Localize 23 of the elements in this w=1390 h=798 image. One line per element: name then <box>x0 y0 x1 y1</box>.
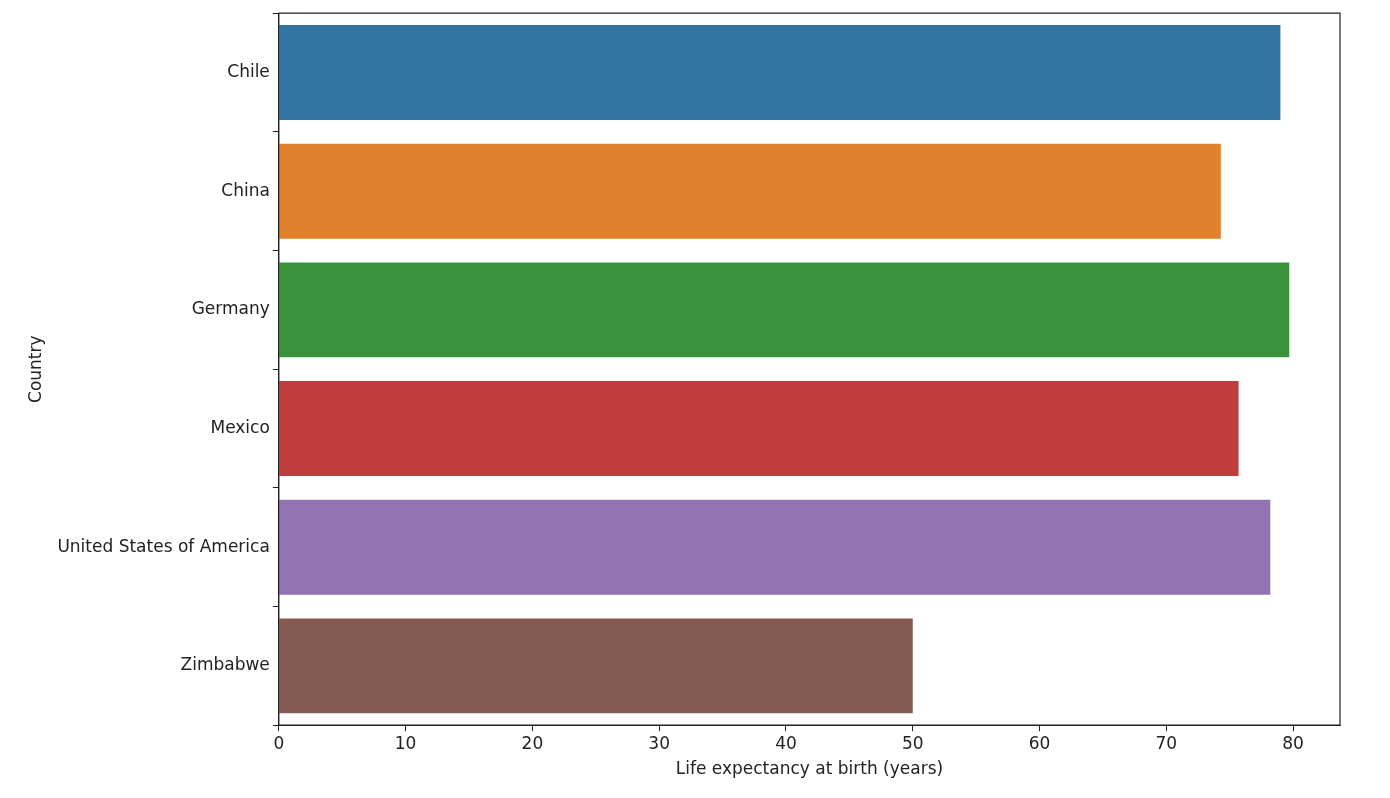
x-tick-label: 70 <box>1155 732 1178 753</box>
y-tick-label: Zimbabwe <box>180 654 270 675</box>
bar <box>279 25 1281 120</box>
x-tick-label: 10 <box>394 732 417 753</box>
x-axis-title: Life expectancy at birth (years) <box>675 758 944 779</box>
y-axis-title: Country <box>24 335 45 403</box>
y-tick-label: Mexico <box>210 416 270 437</box>
y-tick-label: United States of America <box>57 535 270 556</box>
x-tick-label: 60 <box>1028 732 1051 753</box>
x-tick-label: 40 <box>775 732 797 753</box>
bar <box>279 618 913 714</box>
y-tick-label: Chile <box>227 60 270 81</box>
x-tick-label: 80 <box>1282 732 1304 753</box>
bar <box>279 262 1290 358</box>
bar <box>279 381 1239 476</box>
y-tick-label: China <box>221 179 270 200</box>
x-tick-label: 50 <box>901 732 924 753</box>
bar <box>279 499 1271 595</box>
bar <box>279 143 1221 239</box>
y-tick-label: Germany <box>191 298 270 319</box>
x-tick-label: 0 <box>273 732 285 753</box>
x-tick-label: 30 <box>648 732 670 753</box>
x-tick-label: 20 <box>521 732 544 753</box>
